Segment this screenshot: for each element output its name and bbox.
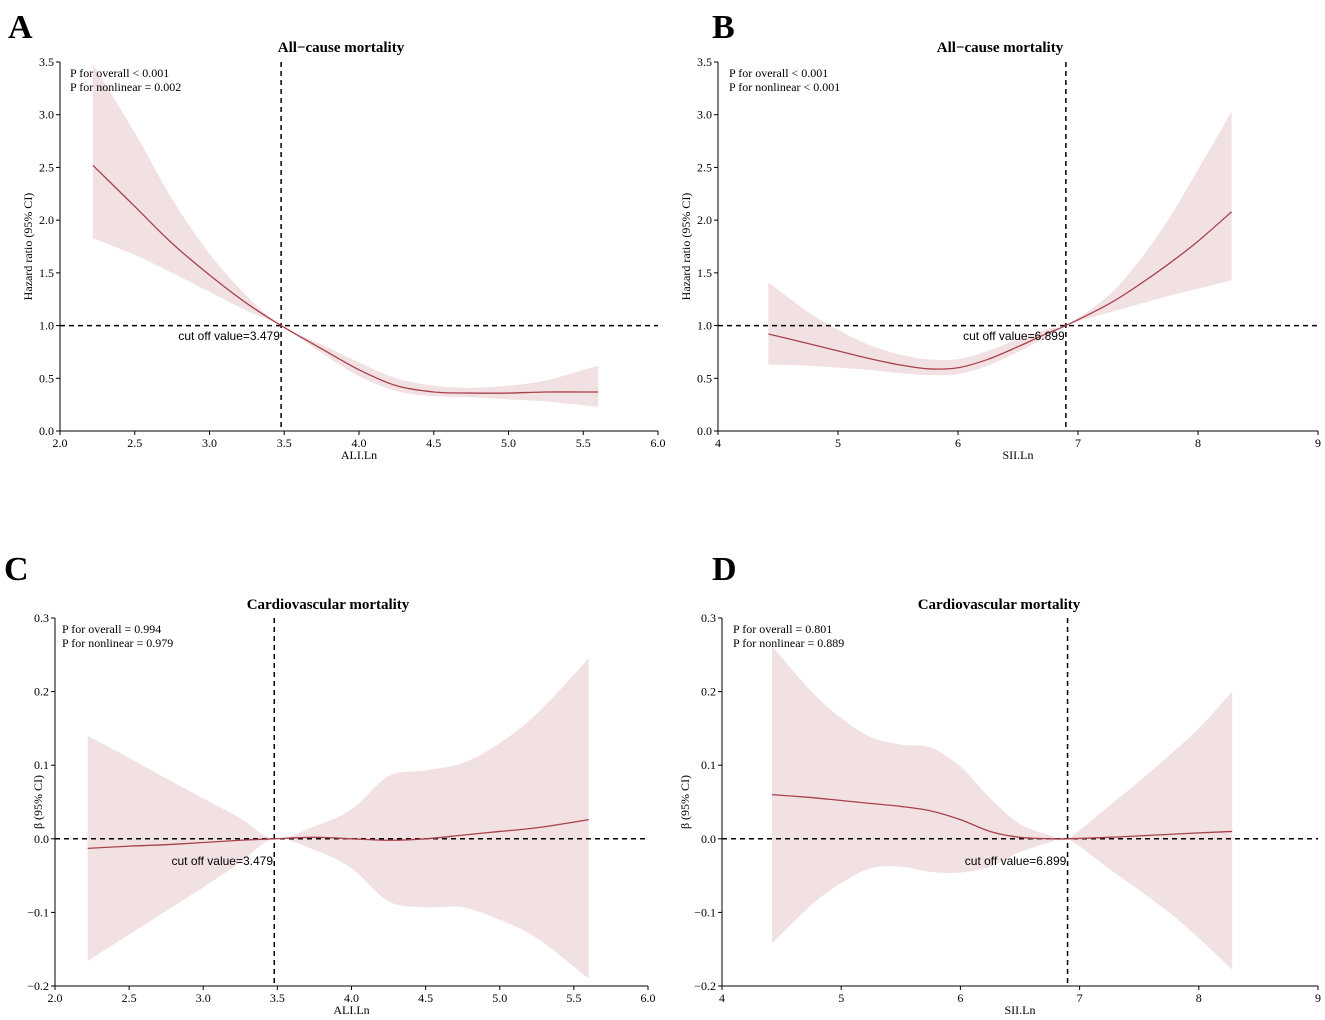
x-tick-label: 6.0 <box>641 991 656 1005</box>
x-tick-label: 3.5 <box>277 436 292 450</box>
panel-a: A All−cause mortality 2.0 2.5 3.0 3.5 4.0 4.5 5.… <box>8 9 666 462</box>
chart-title: All−cause mortality <box>937 40 1064 56</box>
cutoff-value-label: cut off value=6.899 <box>963 329 1065 343</box>
p-value-annotation: P for overall < 0.001 <box>729 66 828 80</box>
ci-band <box>768 111 1232 376</box>
chart-title: Cardiovascular mortality <box>918 597 1081 613</box>
panel-c: C Cardiovascular mortality 2.0 2.5 3.0 3.5 4.0… <box>4 551 656 1017</box>
y-tick-label: 1.0 <box>697 319 712 333</box>
p-value-annotation: P for overall = 0.994 <box>62 622 161 636</box>
x-tick-label: 5 <box>835 436 841 450</box>
y-axis-label: Hazard ratio (95% CI) <box>21 193 35 301</box>
panel-letter: C <box>4 551 29 588</box>
chart-title: All−cause mortality <box>278 40 405 56</box>
panel-letter: A <box>8 9 33 46</box>
x-tick-label: 5 <box>838 991 844 1005</box>
fitted-curve <box>87 819 589 850</box>
y-tick-label: 0.3 <box>701 611 716 625</box>
y-tick-label: 1.5 <box>39 266 54 280</box>
y-tick-label: 0.5 <box>39 371 54 385</box>
y-tick-label: 0.2 <box>701 685 716 699</box>
x-tick-label: 9 <box>1315 436 1321 450</box>
x-tick-label: 6.0 <box>651 436 666 450</box>
y-tick-label: −0.2 <box>694 979 716 993</box>
x-tick-label: 4 <box>715 436 721 450</box>
y-tick-label: 3.0 <box>697 108 712 122</box>
x-axis-label: SII.Ln <box>1003 448 1034 462</box>
y-tick-label: 0.0 <box>697 424 712 438</box>
ci-band <box>772 645 1233 970</box>
x-tick-label: 3.5 <box>270 991 285 1005</box>
fitted-curve <box>772 793 1233 840</box>
ci-band <box>92 64 599 407</box>
y-tick-label: −0.1 <box>694 905 716 919</box>
y-tick-label: 2.0 <box>697 213 712 227</box>
ci-band <box>87 658 589 979</box>
panel-d: D Cardiovascular mortality 4 5 6 7 8 9 −0.2 −0.1 0… <box>678 551 1321 1017</box>
y-tick-label: 3.5 <box>39 55 54 69</box>
x-tick-label: 3.0 <box>202 436 217 450</box>
p-value-annotation: P for nonlinear = 0.979 <box>62 636 173 650</box>
y-tick-label: 0.3 <box>34 611 49 625</box>
x-tick-label: 5.0 <box>492 991 507 1005</box>
cutoff-value-label: cut off value=3.479 <box>178 329 280 343</box>
x-tick-label: 7 <box>1075 436 1081 450</box>
y-tick-label: 0.5 <box>697 371 712 385</box>
y-tick-label: 2.5 <box>697 160 712 174</box>
chart-title: Cardiovascular mortality <box>247 597 410 613</box>
x-tick-label: 6 <box>957 991 963 1005</box>
y-axis-label: β (95% CI) <box>31 775 45 829</box>
y-tick-label: 0.0 <box>701 832 716 846</box>
x-tick-label: 4 <box>719 991 725 1005</box>
y-tick-label: −0.1 <box>27 905 49 919</box>
y-tick-label: 2.0 <box>39 213 54 227</box>
x-tick-label: 3.0 <box>196 991 211 1005</box>
y-tick-label: 0.0 <box>34 832 49 846</box>
x-tick-label: 4.5 <box>426 436 441 450</box>
p-value-annotation: P for nonlinear = 0.889 <box>733 636 844 650</box>
x-tick-label: 5.0 <box>501 436 516 450</box>
x-tick-label: 6 <box>955 436 961 450</box>
y-tick-label: 0.1 <box>701 758 716 772</box>
x-tick-label: 5.5 <box>576 436 591 450</box>
y-axis-label: β (95% CI) <box>678 775 692 829</box>
y-tick-label: 2.5 <box>39 160 54 174</box>
y-tick-label: −0.2 <box>27 979 49 993</box>
y-tick-label: 3.0 <box>39 108 54 122</box>
y-tick-label: 1.5 <box>697 266 712 280</box>
x-tick-label: 4.0 <box>352 436 367 450</box>
x-axis-label: ALI.Ln <box>333 1003 369 1017</box>
p-value-annotation: P for overall < 0.001 <box>70 66 169 80</box>
x-axis-label: ALI.Ln <box>341 448 377 462</box>
x-tick-label: 9 <box>1315 991 1321 1005</box>
x-tick-label: 2.5 <box>127 436 142 450</box>
x-tick-label: 5.5 <box>566 991 581 1005</box>
fitted-curve <box>92 164 599 394</box>
x-tick-label: 2.5 <box>122 991 137 1005</box>
panel-letter: B <box>712 9 735 46</box>
x-tick-label: 7 <box>1077 991 1083 1005</box>
cutoff-value-label: cut off value=6.899 <box>965 854 1067 868</box>
y-tick-label: 3.5 <box>697 55 712 69</box>
p-value-annotation: P for overall = 0.801 <box>733 622 832 636</box>
y-tick-label: 0.1 <box>34 758 49 772</box>
y-axis-label: Hazard ratio (95% CI) <box>679 193 693 301</box>
p-value-annotation: P for nonlinear < 0.001 <box>729 80 840 94</box>
x-axis-label: SII.Ln <box>1005 1003 1036 1017</box>
p-value-annotation: P for nonlinear = 0.002 <box>70 80 181 94</box>
y-tick-label: 1.0 <box>39 319 54 333</box>
x-tick-label: 8 <box>1195 436 1201 450</box>
x-tick-label: 2.0 <box>53 436 68 450</box>
x-tick-label: 2.0 <box>48 991 63 1005</box>
x-tick-label: 4.5 <box>418 991 433 1005</box>
y-tick-label: 0.2 <box>34 685 49 699</box>
x-tick-label: 4.0 <box>344 991 359 1005</box>
panel-b: B All−cause mortality 4 5 6 7 8 9 0.0 0.5 1.0 1.5 2.… <box>679 9 1321 462</box>
cutoff-value-label: cut off value=3.479 <box>171 854 273 868</box>
y-tick-label: 0.0 <box>39 424 54 438</box>
panel-letter: D <box>712 551 737 588</box>
x-tick-label: 8 <box>1196 991 1202 1005</box>
fitted-curve <box>768 211 1233 370</box>
